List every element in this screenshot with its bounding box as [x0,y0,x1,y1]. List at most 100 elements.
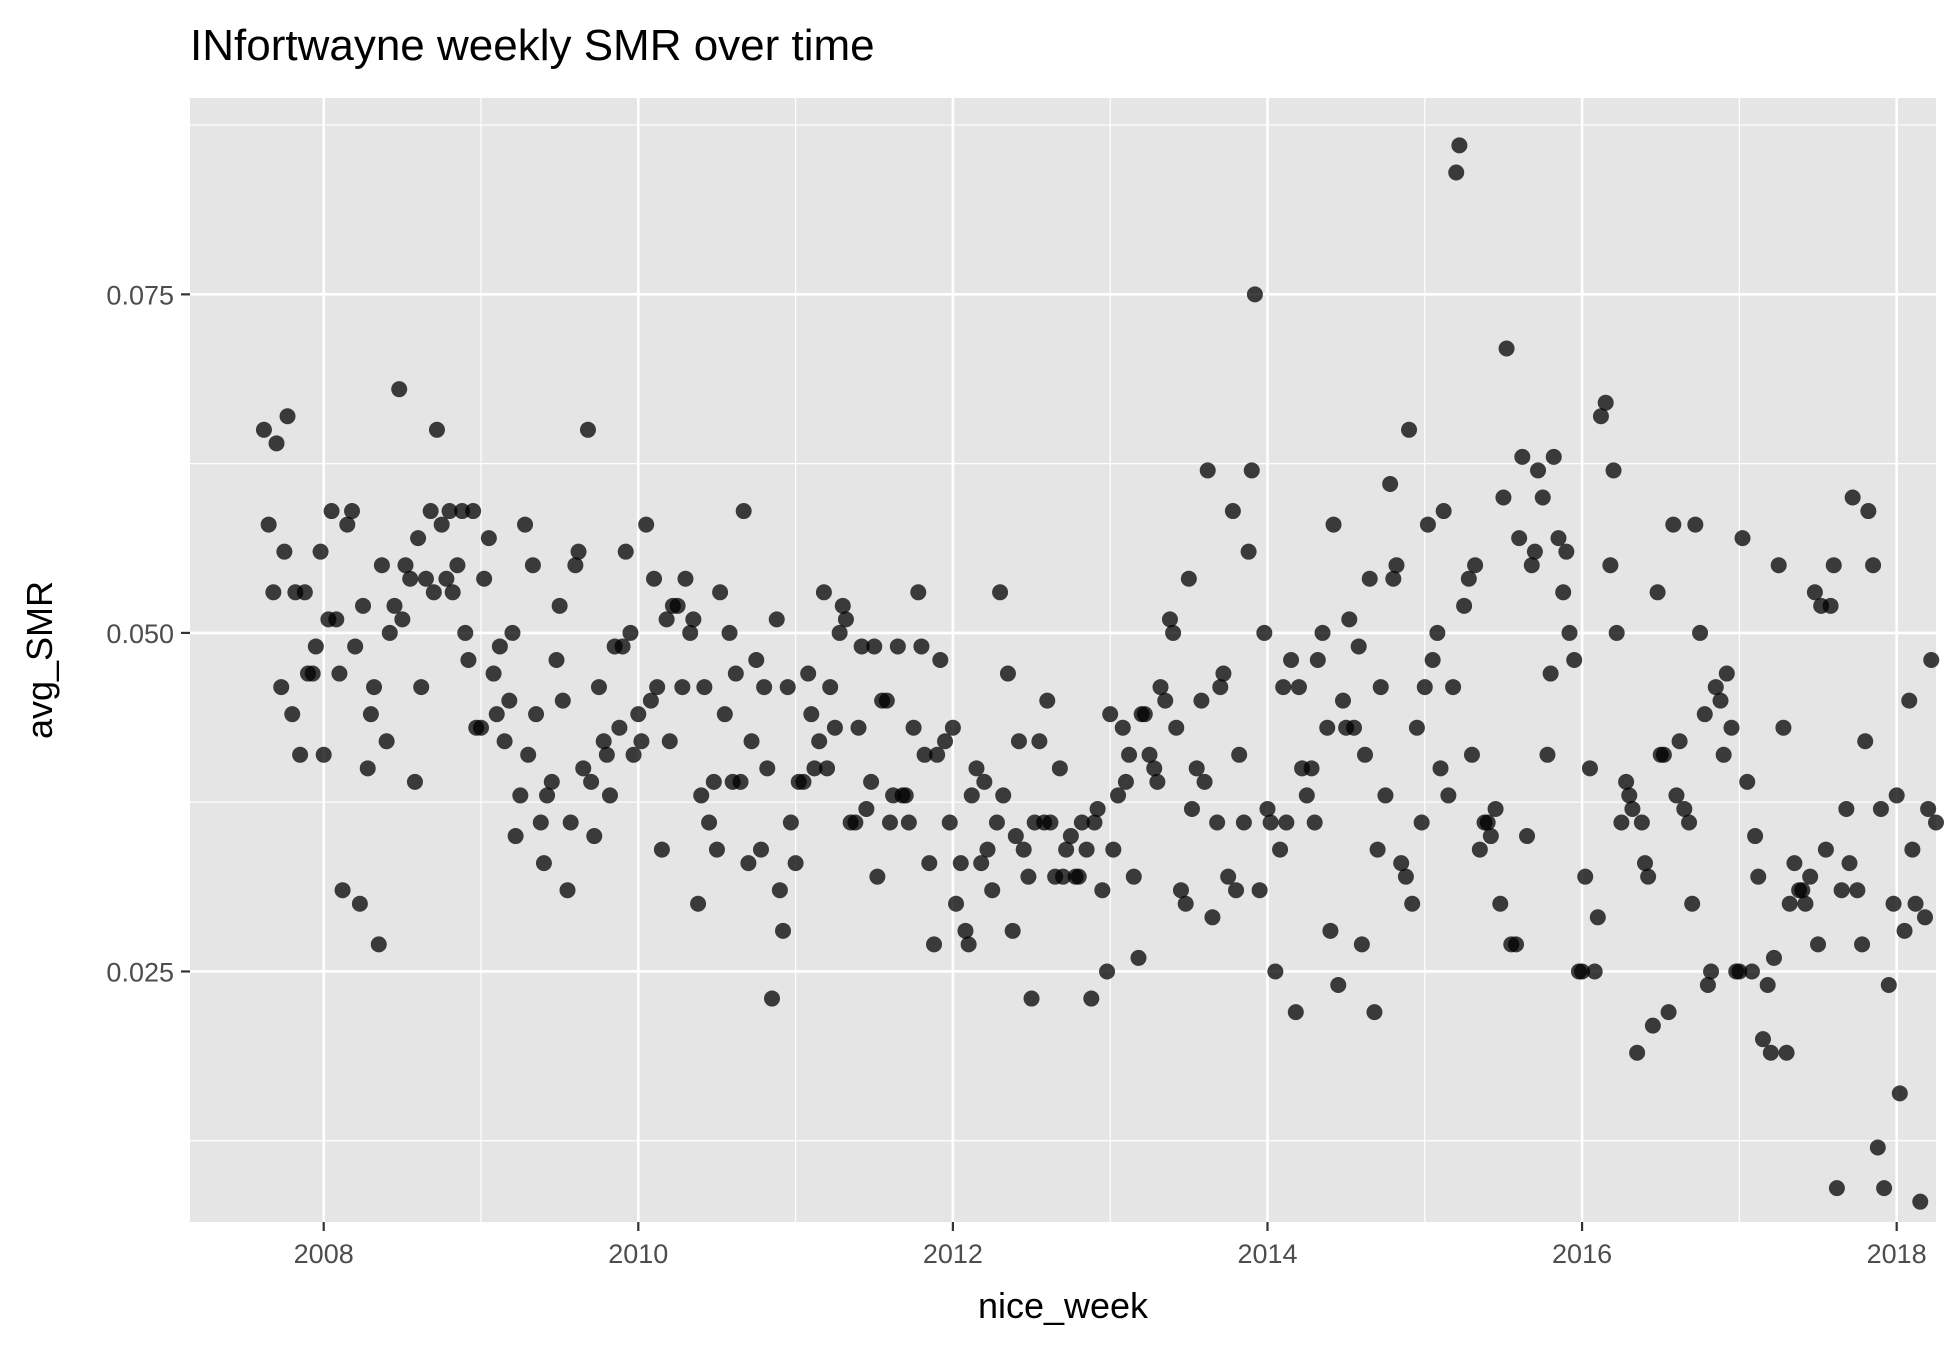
data-point [1251,882,1268,899]
data-point [279,408,296,425]
data-point [1240,543,1257,560]
data-point [570,543,587,560]
data-point [331,665,348,682]
data-point [1508,936,1525,953]
data-point [1397,868,1414,885]
data-point [690,895,707,912]
data-point [1687,516,1704,533]
data-point [1346,719,1362,736]
data-point [1660,1004,1677,1021]
data-point [633,733,650,750]
x-tick-label: 2008 [294,1239,354,1269]
data-point [1141,746,1158,763]
data-point [1747,828,1764,845]
data-point [1904,841,1921,858]
data-point [1624,800,1641,817]
data-point [932,652,949,668]
data-point [1031,733,1048,750]
data-point [485,665,502,682]
data-point [1004,922,1021,939]
data-point [413,679,430,696]
data-point [1445,679,1462,696]
data-point [1393,855,1410,872]
data-point [1896,922,1913,939]
data-point [386,597,403,614]
data-point [1912,1193,1929,1210]
data-point [1212,679,1229,696]
data-point [381,624,398,641]
data-point [1797,895,1814,912]
data-point [1309,652,1326,668]
data-point [1172,882,1189,899]
data-point [611,719,628,736]
data-point [1637,855,1653,872]
data-point [1692,624,1709,641]
data-point [1841,855,1858,872]
data-point [1592,408,1609,425]
data-point [1042,814,1059,831]
data-point [1051,760,1068,777]
data-point [1589,909,1606,926]
data-point [397,557,414,574]
data-point [1435,503,1452,520]
data-point [355,597,372,614]
data-point [1482,828,1499,845]
data-point [1010,733,1027,750]
data-point [1750,868,1767,885]
data-point [1613,814,1630,831]
data-point [1058,841,1075,858]
data-point [1888,787,1905,804]
data-point [567,557,584,574]
data-point [1193,692,1210,709]
data-point [889,638,906,655]
data-point [1718,665,1735,682]
data-point [968,760,985,777]
data-point [1094,882,1111,899]
data-point [1125,868,1142,885]
data-point [1542,665,1559,682]
data-point [779,679,796,696]
data-point [1928,814,1944,831]
data-point [273,679,290,696]
data-point [410,530,427,547]
data-point [1629,1044,1646,1061]
data-point [1262,814,1279,831]
data-point [1130,949,1147,966]
data-point [1825,557,1842,574]
data-point [1039,692,1056,709]
data-point [1416,679,1433,696]
data-point [1668,787,1685,804]
data-point [391,381,408,398]
data-point [1806,584,1823,601]
data-point [304,665,321,682]
data-point [727,665,744,682]
y-axis-title: avg_SMR [19,581,60,739]
data-point [1731,963,1748,980]
data-point [929,746,946,763]
data-point [1775,719,1792,736]
data-point [454,503,471,520]
data-point [1382,475,1399,492]
data-point [1778,1044,1795,1061]
data-point [1545,448,1562,465]
data-point [1149,773,1166,790]
data-point [926,936,943,953]
data-point [1684,895,1701,912]
data-point [1267,963,1284,980]
y-axis: 0.025 0.050 0.075 [106,280,190,987]
data-point [822,679,839,696]
data-point [1196,773,1213,790]
data-point [504,624,521,641]
data-point [1020,868,1037,885]
data-point [826,719,843,736]
data-point [425,584,442,601]
data-point [693,787,710,804]
data-point [366,679,383,696]
data-point [658,611,675,628]
data-point [1865,557,1882,574]
data-point [669,597,686,614]
data-point [1608,624,1625,641]
data-point [1712,692,1729,709]
data-point [1361,570,1378,587]
data-point [590,679,607,696]
